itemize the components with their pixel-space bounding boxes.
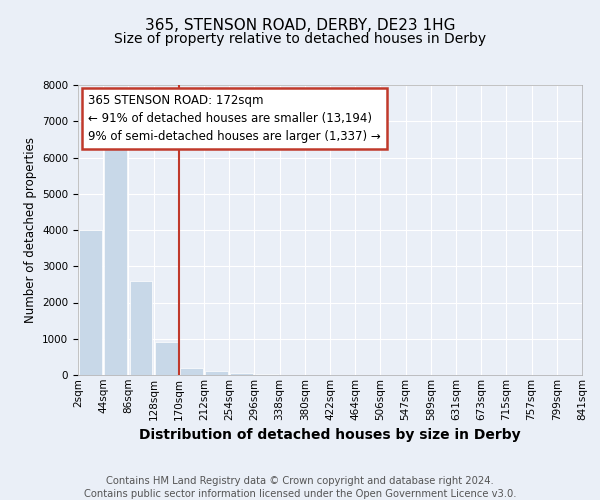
Bar [180,368,203,375]
Text: Size of property relative to detached houses in Derby: Size of property relative to detached ho… [114,32,486,46]
Bar [256,374,278,375]
Text: 365 STENSON ROAD: 172sqm
← 91% of detached houses are smaller (13,194)
9% of sem: 365 STENSON ROAD: 172sqm ← 91% of detach… [88,94,381,142]
X-axis label: Distribution of detached houses by size in Derby: Distribution of detached houses by size … [139,428,521,442]
Bar [104,140,127,375]
Bar [130,281,152,375]
Bar [205,372,228,375]
Bar [79,230,102,375]
Text: Contains public sector information licensed under the Open Government Licence v3: Contains public sector information licen… [84,489,516,499]
Y-axis label: Number of detached properties: Number of detached properties [23,137,37,323]
Text: 365, STENSON ROAD, DERBY, DE23 1HG: 365, STENSON ROAD, DERBY, DE23 1HG [145,18,455,32]
Bar [230,373,253,375]
Text: Contains HM Land Registry data © Crown copyright and database right 2024.: Contains HM Land Registry data © Crown c… [106,476,494,486]
Bar [155,342,178,375]
